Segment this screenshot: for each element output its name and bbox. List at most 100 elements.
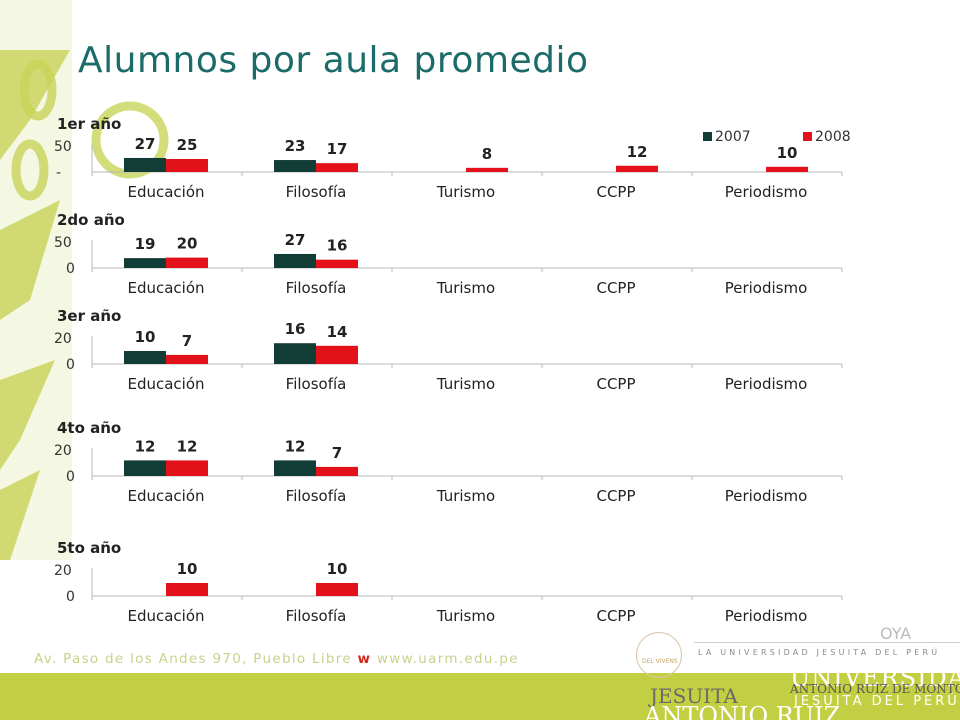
panel-3-bar-2007 [274,343,316,364]
panel-2-bar-2008 [316,259,358,268]
panel-2-data-label-2008: 20 [177,235,198,253]
panel-1-category-label: Periodismo [725,183,808,201]
panel-3-ytick-max: 20 [54,331,72,347]
panel-5-label: 5to año [57,539,121,557]
panel-1-bar-2008 [316,163,358,172]
university-logo: DEL VIVENS OYA LA UNIVERSIDAD JESUITA DE… [632,624,960,720]
panel-5-bar-2008 [166,583,208,596]
panel-5-ytick-min: 0 [66,589,75,605]
logo-tagline: LA UNIVERSIDAD JESUITA DEL PERÚ [698,648,941,657]
panel-1-data-label-2007: 23 [285,137,306,155]
panel-2-data-label-2008: 16 [327,237,348,255]
legend-swatch-2007 [703,132,712,141]
panel-3-category-label: Periodismo [725,375,808,393]
seal-text: DEL VIVENS [642,658,678,665]
panel-1-data-label-2008: 12 [627,143,648,161]
panel-2-bar-2008 [166,257,208,268]
panel-2-category-label: Filosofía [286,279,347,297]
panel-3-label: 3er año [57,307,121,325]
legend-label-2008: 2008 [815,129,851,145]
panel-5-category-label: Filosofía [286,607,347,625]
panel-5-category-label: Turismo [436,607,495,625]
panel-2-ytick-max: 50 [54,235,72,251]
panel-3-category-label: Educación [127,375,204,393]
panel-5-data-label-2008: 10 [177,560,198,578]
panel-4-bar-2007 [124,460,166,476]
address-text: Av. Paso de los Andes 970, Pueblo Libre [34,651,358,667]
panel-4-category-label: CCPP [596,487,635,505]
panel-1-ytick-max: 50 [54,139,72,155]
panel-4-data-label-2008: 12 [177,437,198,455]
panel-1-data-label-2008: 25 [177,136,198,154]
panel-3-data-label-2007: 16 [285,320,306,338]
panel-5-category-label: Periodismo [725,607,808,625]
panel-3-bar-2007 [124,351,166,364]
panel-4-bar-2008 [166,460,208,476]
panel-2-category-label: CCPP [596,279,635,297]
panel-1-category-label: Filosofía [286,183,347,201]
panel-1-data-label-2008: 8 [482,145,492,163]
panel-1-data-label-2007: 27 [135,135,156,153]
panel-3-bar-2008 [166,354,208,364]
panel-1-bar-2007 [274,160,316,172]
panel-1-data-label-2008: 10 [777,144,798,162]
logo-antonio-ruiz: ANTONIO RUIZ [644,702,841,720]
panel-4-data-label-2007: 12 [135,437,156,455]
panel-3-data-label-2007: 10 [135,328,156,346]
logo-jesuita-del-peru: JESUITA DEL PERÚ [794,694,960,709]
panel-3-bar-2008 [316,345,358,364]
panel-2-data-label-2007: 19 [135,235,156,253]
panel-4-category-label: Turismo [436,487,495,505]
panel-5-data-label-2008: 10 [327,560,348,578]
panel-3-ytick-min: 0 [66,357,75,373]
panel-1-bar-2007 [124,157,166,172]
web-marker: w [357,651,372,667]
panel-1-ytick-min: - [56,165,61,181]
logo-fragment: OYA [880,624,912,643]
panel-3-category-label: CCPP [596,375,635,393]
slide-title: Alumnos por aula promedio [78,40,589,81]
panel-5-category-label: CCPP [596,607,635,625]
panel-1-bar-2008 [466,167,508,172]
legend-swatch-2008 [803,132,812,141]
panel-4-ytick-min: 0 [66,469,75,485]
panel-1-bar-2008 [616,165,658,172]
panel-2-ytick-min: 0 [66,261,75,277]
panel-4-data-label-2007: 12 [285,437,306,455]
panel-5-category-label: Educación [127,607,204,625]
panel-3-category-label: Turismo [436,375,495,393]
logo-arm-small: ANTONIO RUIZ DE MONTOYA [790,682,960,696]
panel-2-category-label: Periodismo [725,279,808,297]
panel-4-data-label-2008: 7 [332,444,342,462]
panel-5-ytick-max: 20 [54,563,72,579]
panel-1-category-label: CCPP [596,183,635,201]
footer-address: Av. Paso de los Andes 970, Pueblo Libre … [34,651,519,667]
panel-2-category-label: Educación [127,279,204,297]
panel-2-bar-2007 [124,258,166,268]
panel-1-category-label: Educación [127,183,204,201]
footer-band [0,673,960,720]
panel-4-category-label: Filosofía [286,487,347,505]
panel-1-category-label: Turismo [436,183,495,201]
panel-3-data-label-2008: 14 [327,323,348,341]
panel-1-bar-2008 [766,166,808,172]
logo-universidad: UNIVERSIDAD [790,664,960,692]
seal-icon [636,632,682,678]
panel-3-category-label: Filosofía [286,375,347,393]
panel-1-data-label-2008: 17 [327,140,348,158]
panel-4-bar-2007 [274,460,316,476]
panel-4-ytick-max: 20 [54,443,72,459]
panel-3-data-label-2008: 7 [182,332,192,350]
panel-1-bar-2008 [166,159,208,172]
panel-5-bar-2008 [316,583,358,596]
panel-2-category-label: Turismo [436,279,495,297]
panel-4-category-label: Periodismo [725,487,808,505]
divider [694,642,960,643]
panel-4-label: 4to año [57,419,121,437]
panel-1-label: 1er año [57,115,121,133]
panel-2-data-label-2007: 27 [285,231,306,249]
panel-2-label: 2do año [57,211,125,229]
legend-label-2007: 2007 [715,129,751,145]
logo-jesuita: JESUITA [650,684,738,708]
